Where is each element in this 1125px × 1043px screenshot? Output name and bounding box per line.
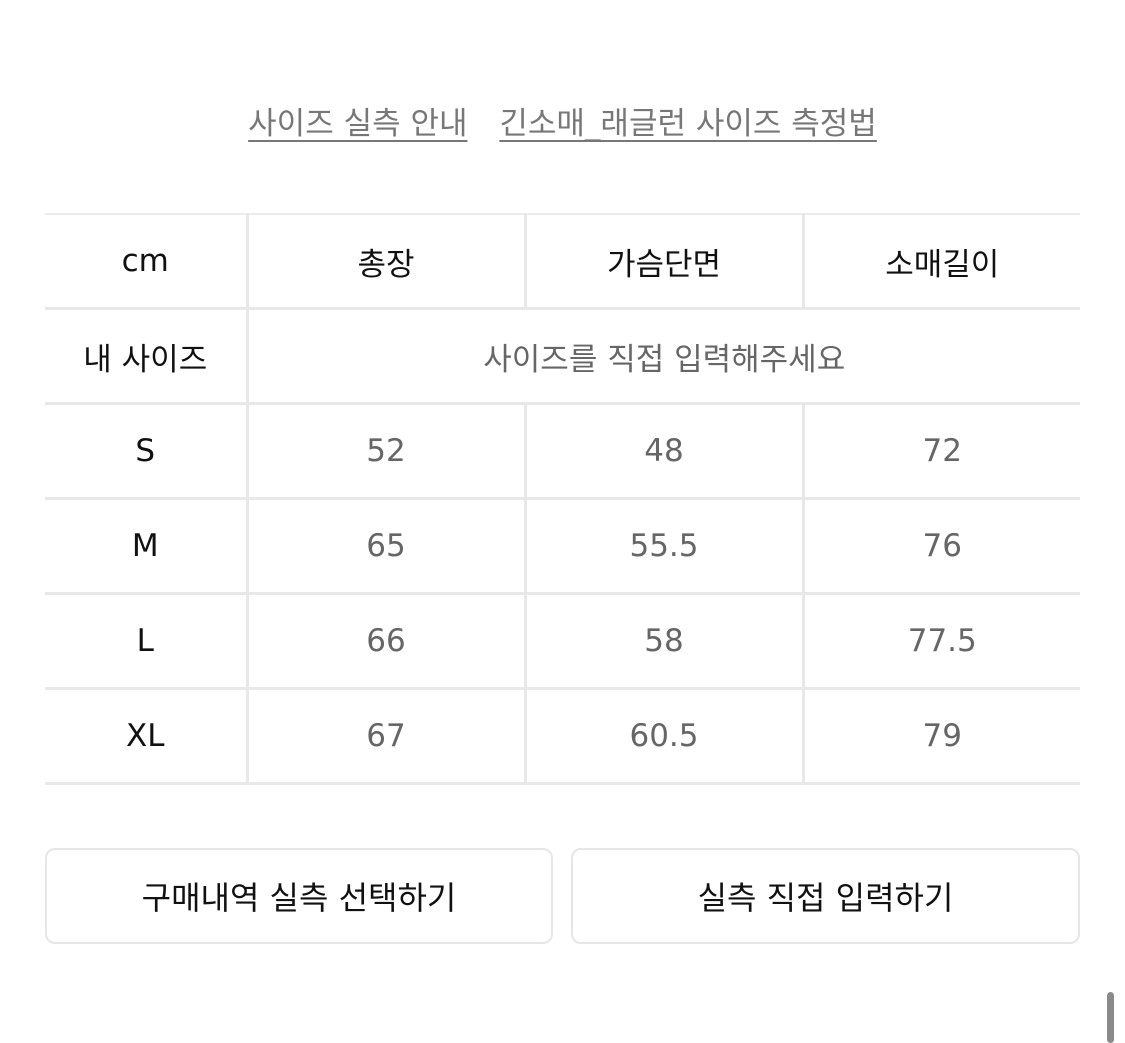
raglan-measurement-method-link[interactable]: 긴소매_래글런 사이즈 측정법 [499,106,877,142]
cell: 67 [245,687,527,785]
unit-header: cm [45,213,249,310]
my-size-label: 내 사이즈 [45,307,249,405]
my-size-row: 내 사이즈 사이즈를 직접 입력해주세요 [45,307,1080,405]
cell: 65 [245,497,527,595]
size-label: S [45,402,249,500]
size-table: cm 총장 가슴단면 소매길이 내 사이즈 사이즈를 직접 입력해주세요 S 5… [45,213,1080,785]
cell: 79 [801,687,1080,785]
table-row: S 52 48 72 [45,402,1080,500]
size-measurement-guide-link[interactable]: 사이즈 실측 안내 [248,106,468,142]
cell: 58 [523,592,805,690]
table-header-row: cm 총장 가슴단면 소매길이 [45,213,1080,310]
cell: 77.5 [801,592,1080,690]
total-length-header: 총장 [245,213,527,310]
scrollbar[interactable] [1107,992,1114,1043]
cell: 76 [801,497,1080,595]
direct-input-measurement-button[interactable]: 실측 직접 입력하기 [571,848,1080,944]
size-label: XL [45,687,249,785]
table-row: M 65 55.5 76 [45,497,1080,595]
sleeve-length-header: 소매길이 [801,213,1080,310]
cell: 52 [245,402,527,500]
cell: 55.5 [523,497,805,595]
table-row: XL 67 60.5 79 [45,687,1080,785]
table-row: L 66 58 77.5 [45,592,1080,690]
size-guide-links: 사이즈 실측 안내 긴소매_래글런 사이즈 측정법 [0,98,1125,143]
select-purchase-measurement-button[interactable]: 구매내역 실측 선택하기 [45,848,553,944]
my-size-input[interactable]: 사이즈를 직접 입력해주세요 [245,307,1080,405]
cell: 60.5 [523,687,805,785]
cell: 72 [801,402,1080,500]
chest-width-header: 가슴단면 [523,213,805,310]
size-label: L [45,592,249,690]
cell: 48 [523,402,805,500]
size-label: M [45,497,249,595]
cell: 66 [245,592,527,690]
